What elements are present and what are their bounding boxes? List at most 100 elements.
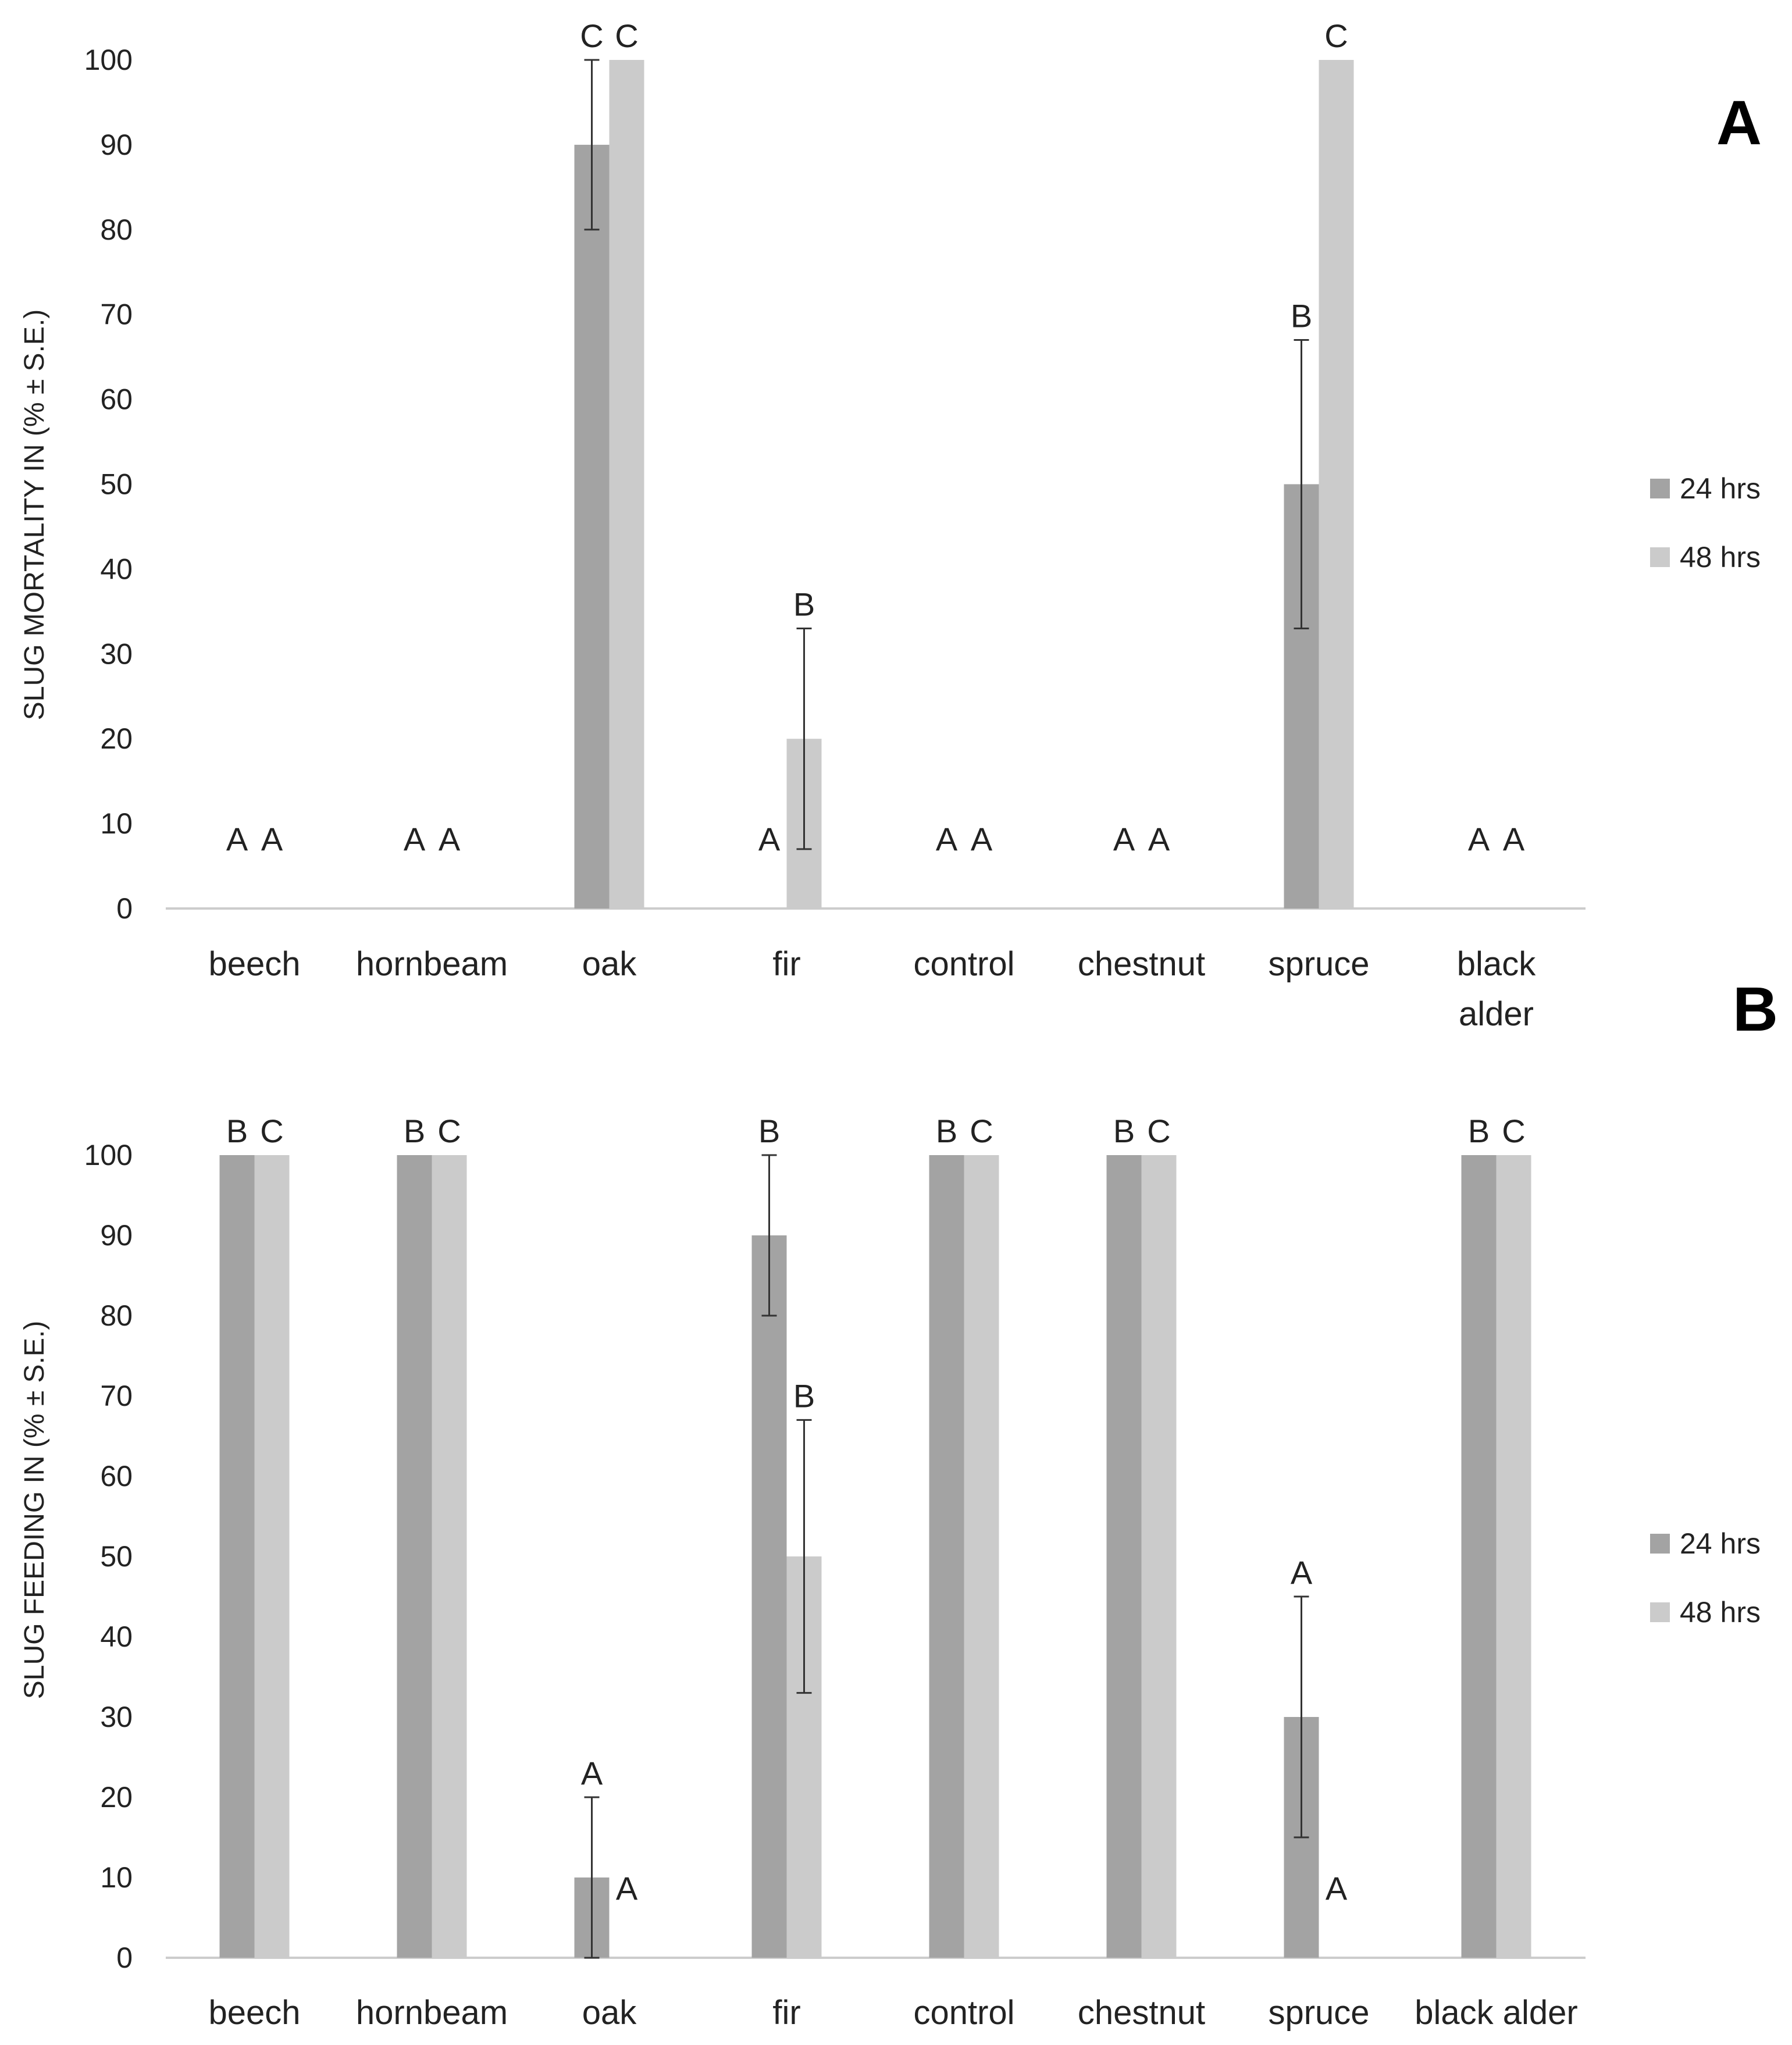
panel-a-bar-48hrs xyxy=(1319,60,1354,909)
panel-b-bar-24hrs xyxy=(219,1155,255,1958)
panel-a-error-bar xyxy=(796,628,812,850)
panel-b-category-label: hornbeam xyxy=(356,1994,508,2032)
panel-a-significance-letter: A xyxy=(1148,821,1170,857)
panel-b-category-labels: beech hornbeam oak fir control chestnut spruce… xyxy=(208,1994,1577,2032)
panel-a-y-tick-label: 20 xyxy=(100,722,133,755)
panel-a-category-label: fir xyxy=(772,945,800,983)
panel-b-significance-letter: C xyxy=(260,1113,283,1149)
panel-a-legend-label-24hrs: 24 hrs xyxy=(1680,472,1761,505)
panel-b-significance-letter: B xyxy=(226,1113,248,1149)
panel-b-legend: 24 hrs 48 hrs xyxy=(1650,1527,1761,1629)
panel-b-bar-24hrs xyxy=(1106,1155,1142,1958)
panel-a-bars xyxy=(574,60,1354,909)
panel-b-significance-letter: C xyxy=(1147,1113,1170,1149)
panel-a-category-label: alder xyxy=(1459,995,1534,1033)
panel-a-y-tick-label: 10 xyxy=(100,807,133,840)
panel-b-bar-48hrs xyxy=(432,1155,467,1958)
panel-a: A SLUG MORTALITY IN (% ± S.E.) 0 10 20 30 40… xyxy=(19,17,1762,1033)
panel-a-y-axis-label: SLUG MORTALITY IN (% ± S.E.) xyxy=(19,309,50,720)
panel-b-error-bars xyxy=(584,1154,1309,1959)
panel-a-category-labels: beech hornbeam oak fir control chestnut spruce… xyxy=(208,945,1536,1033)
panel-b-significance-letter: B xyxy=(793,1377,815,1414)
panel-a-y-ticks: 0 10 20 30 40 50 60 70 80 90 100 xyxy=(84,44,133,925)
panel-a-y-tick-label: 50 xyxy=(100,468,133,501)
panel-a-y-tick-label: 0 xyxy=(116,892,133,925)
panel-b-error-bar xyxy=(796,1419,812,1694)
panel-b-y-tick-label: 10 xyxy=(100,1861,133,1894)
panel-b-significance-letter: A xyxy=(616,1870,638,1907)
panel-b: B SLUG FEEDING IN (% ± S.E.) 0 10 20 30 40 50… xyxy=(19,974,1778,2032)
panel-a-significance-letter: C xyxy=(580,17,603,54)
panel-a-significance-letter: B xyxy=(1291,297,1312,334)
panel-a-y-tick-label: 90 xyxy=(100,129,133,161)
panel-a-legend: 24 hrs 48 hrs xyxy=(1650,472,1761,573)
panel-a-category-label: hornbeam xyxy=(356,945,508,983)
panel-b-y-tick-label: 50 xyxy=(100,1540,133,1573)
panel-b-significance-letter: A xyxy=(581,1755,603,1791)
panel-b-y-tick-label: 90 xyxy=(100,1219,133,1252)
panel-b-significance-letter: B xyxy=(1468,1113,1490,1149)
panel-a-y-tick-label: 40 xyxy=(100,553,133,585)
panel-a-error-bar xyxy=(1294,339,1309,630)
panel-b-category-label: black alder xyxy=(1415,1994,1577,2032)
panel-b-y-tick-label: 30 xyxy=(100,1701,133,1733)
panel-b-error-bar xyxy=(584,1796,600,1959)
panel-b-y-tick-label: 60 xyxy=(100,1460,133,1492)
panel-b-category-label: chestnut xyxy=(1078,1994,1205,2032)
panel-b-error-bar xyxy=(761,1154,777,1317)
panel-b-legend-label-24hrs: 24 hrs xyxy=(1680,1527,1761,1560)
panel-b-y-tick-label: 0 xyxy=(116,1941,133,1974)
panel-a-bar-24hrs xyxy=(574,144,610,909)
panel-a-category-label: black xyxy=(1457,945,1536,983)
panel-a-category-label: oak xyxy=(582,945,637,983)
panel-b-bar-24hrs xyxy=(751,1235,787,1958)
panel-b-label: B xyxy=(1733,974,1778,1044)
panel-a-significance-letter: C xyxy=(1324,17,1348,54)
panel-a-significance-letter: A xyxy=(1113,821,1135,857)
panel-b-bar-48hrs xyxy=(254,1155,290,1958)
panel-b-y-tick-label: 80 xyxy=(100,1299,133,1332)
panel-a-significance-letter: C xyxy=(615,17,638,54)
panel-b-legend-swatch-48hrs xyxy=(1650,1602,1670,1622)
panel-b-significance-letter: B xyxy=(758,1113,780,1149)
panel-b-y-tick-label: 20 xyxy=(100,1781,133,1814)
panel-a-error-bar xyxy=(584,59,600,231)
panel-a-legend-swatch-24hrs xyxy=(1650,479,1670,498)
panel-b-category-label: oak xyxy=(582,1994,637,2032)
panel-a-category-label: spruce xyxy=(1268,945,1369,983)
panel-a-legend-swatch-48hrs xyxy=(1650,547,1670,567)
panel-a-label: A xyxy=(1716,87,1762,158)
panel-a-category-label: beech xyxy=(208,945,300,983)
panel-a-y-tick-label: 70 xyxy=(100,298,133,331)
panel-a-significance-letter: A xyxy=(758,821,781,857)
panel-b-legend-swatch-24hrs xyxy=(1650,1534,1670,1554)
panel-b-category-label: beech xyxy=(208,1994,300,2032)
panel-b-significance-letter: B xyxy=(404,1113,425,1149)
panel-b-bar-24hrs xyxy=(397,1155,432,1958)
panel-a-significance-letter: A xyxy=(1468,821,1490,857)
panel-b-y-axis-label: SLUG FEEDING IN (% ± S.E.) xyxy=(19,1321,50,1699)
panel-b-category-label: spruce xyxy=(1268,1994,1369,2032)
panel-b-bar-24hrs xyxy=(929,1155,964,1958)
panel-a-significance-letter: A xyxy=(936,821,958,857)
panel-b-bar-48hrs xyxy=(1496,1155,1531,1958)
panel-b-significance-letter: B xyxy=(1113,1113,1135,1149)
panel-b-error-bar xyxy=(1294,1595,1309,1839)
panel-a-y-tick-label: 60 xyxy=(100,383,133,416)
panel-b-significance-letter: A xyxy=(1326,1870,1348,1907)
panel-b-significance-letter: B xyxy=(936,1113,957,1149)
panel-a-category-label: chestnut xyxy=(1078,945,1205,983)
panel-b-y-tick-label: 70 xyxy=(100,1380,133,1412)
panel-a-error-bars xyxy=(584,59,1309,850)
panel-a-significance-letter: A xyxy=(261,821,283,857)
panel-b-significance-letter: C xyxy=(970,1113,993,1149)
panel-b-significance-letter: C xyxy=(437,1113,461,1149)
panel-b-bar-48hrs xyxy=(1141,1155,1177,1958)
panel-b-y-ticks: 0 10 20 30 40 50 60 70 80 90 100 xyxy=(84,1139,133,1974)
panel-a-y-tick-label: 80 xyxy=(100,213,133,246)
panel-b-bar-24hrs xyxy=(1461,1155,1497,1958)
panel-b-y-tick-label: 40 xyxy=(100,1620,133,1653)
